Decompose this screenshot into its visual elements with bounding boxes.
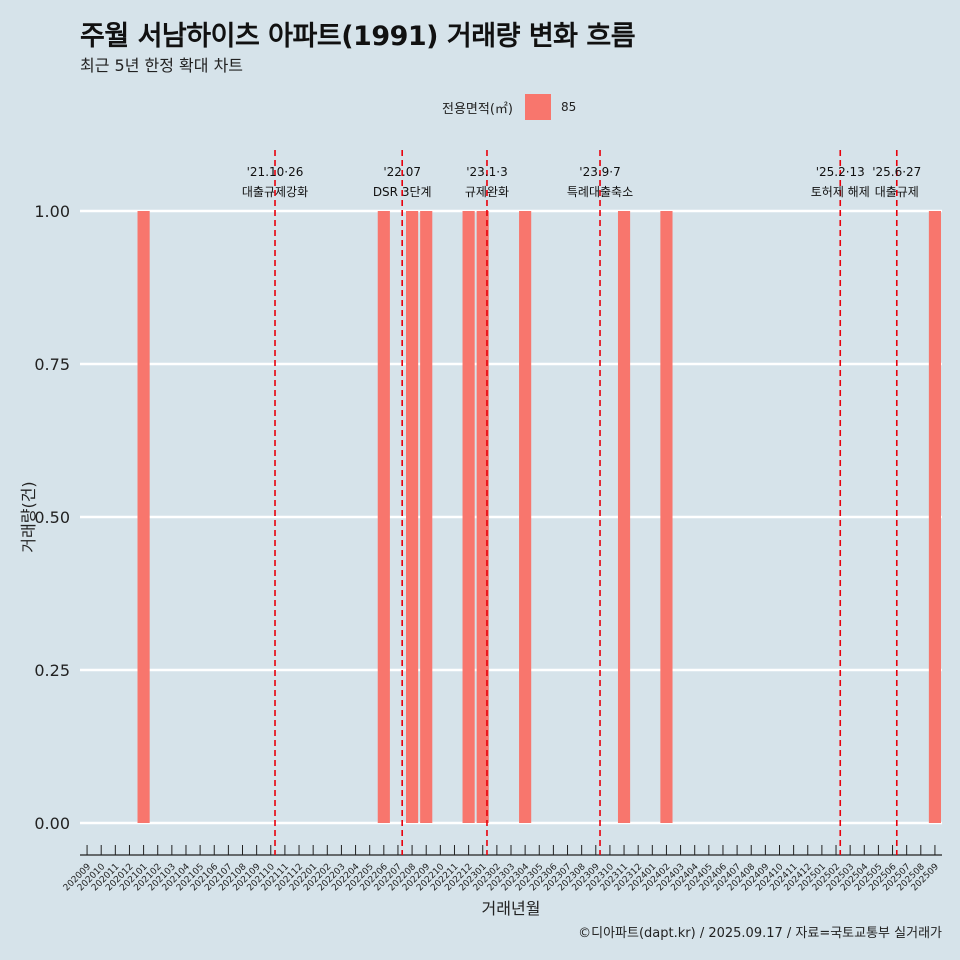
bar xyxy=(420,211,433,823)
event-date-label: '25.2·13 xyxy=(816,165,865,179)
y-axis-title: 거래량(건) xyxy=(19,481,38,552)
y-tick-label: 0.25 xyxy=(34,661,70,680)
event-label: 토허제 해제 xyxy=(811,185,870,199)
bar xyxy=(617,211,631,823)
bar xyxy=(462,211,475,823)
source-caption: ©디아파트(dapt.kr) / 2025.09.17 / 자료=국토교통부 실… xyxy=(578,926,942,941)
event-date-label: '23.1·3 xyxy=(466,165,507,179)
legend: 전용면적(㎡) 85 xyxy=(442,94,576,120)
event-label: 대출규제강화 xyxy=(242,185,308,199)
event-date-label: '22.07 xyxy=(383,165,421,179)
bar xyxy=(137,211,150,823)
event-label: 대출규제 xyxy=(875,185,919,199)
y-tick-label: 1.00 xyxy=(34,202,70,221)
event-date-label: '21.10·26 xyxy=(247,165,304,179)
y-tick-label: 0.75 xyxy=(34,355,70,374)
bar xyxy=(476,211,489,823)
event-label: 규제완화 xyxy=(465,185,509,199)
event-date-label: '25.6·27 xyxy=(872,165,921,179)
event-date-label: '23.9·7 xyxy=(579,165,620,179)
legend-swatch xyxy=(524,94,551,120)
y-tick-label: 0.50 xyxy=(34,508,70,527)
bar xyxy=(660,211,673,823)
legend-label: 85 xyxy=(560,100,577,114)
legend-title: 전용면적(㎡) xyxy=(442,101,513,117)
event-label: DSR 3단계 xyxy=(373,185,432,199)
bar xyxy=(377,211,390,823)
y-tick-label: 0.00 xyxy=(34,814,70,833)
bar xyxy=(928,211,942,823)
bar xyxy=(519,211,532,823)
page-title: 주월 서남하이츠 아파트(1991) 거래량 변화 흐름 xyxy=(80,21,636,52)
event-label: 특례대출축소 xyxy=(567,185,633,199)
page-subtitle: 최근 5년 한정 확대 차트 xyxy=(80,56,244,75)
x-axis-title: 거래년월 xyxy=(482,899,541,918)
bar xyxy=(406,211,419,823)
